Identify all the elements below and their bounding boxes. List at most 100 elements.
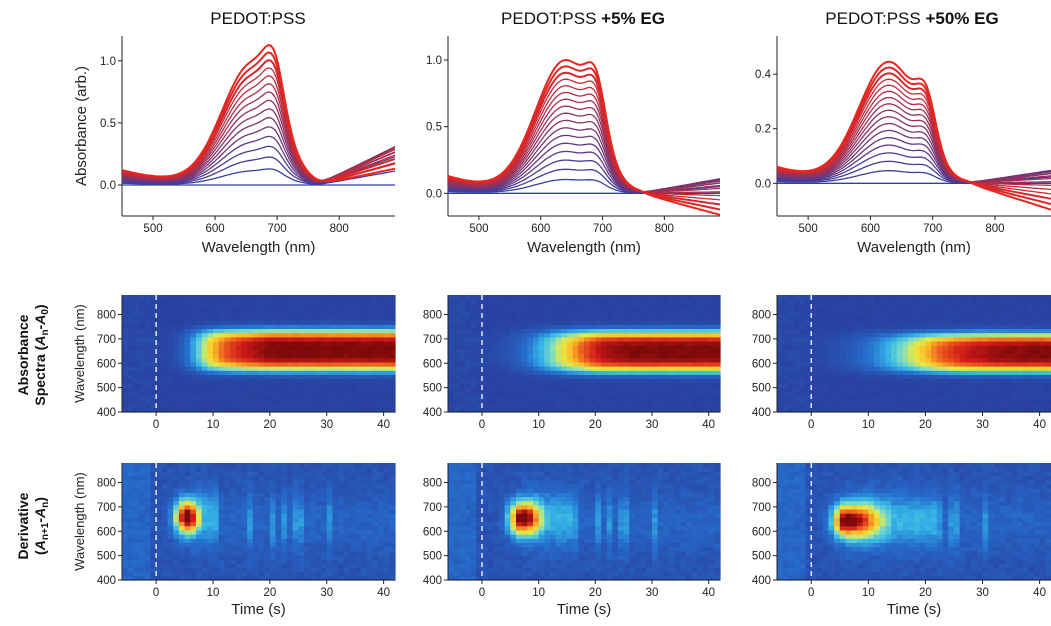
heatmap-cell	[988, 399, 995, 405]
heatmap-cell	[383, 353, 390, 359]
heatmap-cell	[686, 295, 693, 300]
heatmap-cell	[349, 395, 356, 401]
heatmap-cell	[252, 534, 260, 539]
heatmap-cell	[982, 399, 989, 405]
heatmap-cell	[213, 320, 220, 325]
heatmap-cell	[150, 563, 157, 569]
heatmap-cell	[275, 575, 282, 581]
heatmap-cell	[697, 386, 704, 392]
heatmap-cell	[156, 311, 163, 317]
heatmap-cell	[1033, 307, 1041, 313]
heatmap-cell	[343, 407, 351, 413]
heatmap-cell	[686, 324, 693, 330]
heatmap-cell	[190, 500, 197, 506]
heatmap-cell	[247, 374, 254, 380]
heatmap-cell	[703, 299, 710, 304]
heatmap-cell	[816, 349, 824, 355]
heatmap-cell	[839, 395, 847, 401]
heatmap-cell	[618, 349, 625, 355]
heatmap-cell	[1005, 349, 1012, 355]
heatmap-cell	[578, 395, 585, 401]
heatmap-cell	[476, 315, 483, 321]
heatmap-cell	[925, 353, 932, 359]
heatmap-cell	[315, 378, 322, 384]
heatmap-cell	[235, 575, 243, 581]
heatmap-cell	[377, 370, 385, 375]
heatmap-cell	[618, 395, 625, 401]
heatmap-cell	[133, 559, 140, 564]
heatmap-cell	[122, 382, 129, 388]
heatmap-cell	[156, 554, 163, 560]
heatmap-cell	[891, 328, 898, 334]
heatmap-cell	[338, 357, 345, 363]
heatmap-cell	[931, 374, 938, 380]
heatmap-cell	[782, 295, 790, 300]
heatmap-cell	[822, 399, 829, 405]
heatmap-cell	[487, 332, 494, 338]
heatmap-cell	[281, 407, 288, 413]
heatmap-cell	[691, 311, 698, 317]
heatmap-cell	[241, 320, 248, 325]
heatmap-cell	[527, 361, 534, 367]
heatmap-cell	[195, 395, 203, 401]
heatmap-cell	[207, 395, 214, 401]
heatmap-cell	[195, 349, 203, 355]
heatmap-cell	[269, 525, 277, 531]
heatmap-cell	[389, 366, 396, 371]
heatmap-cell	[309, 391, 316, 396]
heatmap-cell	[150, 571, 157, 577]
heatmap-cell	[355, 328, 362, 334]
heatmap-cell	[544, 332, 551, 338]
heatmap-cell	[942, 328, 949, 334]
heatmap-cell	[499, 328, 506, 334]
heatmap-cell	[999, 399, 1006, 405]
heatmap-cell	[218, 382, 225, 388]
heatmap-cell	[150, 366, 157, 371]
heatmap-cell	[680, 345, 687, 350]
heatmap-cell	[499, 361, 506, 367]
heatmap-cell	[389, 391, 396, 396]
heatmap-cell	[156, 299, 163, 304]
heatmap-cell	[150, 525, 157, 531]
heatmap-cell	[828, 307, 835, 313]
heatmap-cell	[572, 299, 579, 304]
heatmap-cell	[195, 534, 203, 539]
heatmap-cell	[156, 500, 163, 506]
heatmap-cell	[680, 324, 687, 330]
heatmap-cell	[550, 340, 557, 346]
heatmap-cell	[708, 345, 715, 350]
heatmap-cell	[1039, 366, 1046, 371]
heatmap-cell	[275, 395, 282, 401]
heatmap-cell	[799, 328, 807, 334]
heatmap-cell	[269, 395, 277, 401]
heatmap-cell	[1022, 303, 1029, 309]
heatmap-cell	[139, 311, 146, 317]
heatmap-cell	[578, 299, 585, 304]
heatmap-cell	[269, 538, 277, 543]
heatmap-cell	[332, 320, 339, 325]
heatmap-cell	[822, 295, 829, 300]
heatmap-cell	[377, 345, 385, 350]
heatmap-cell	[349, 361, 356, 367]
heatmap-cell	[161, 504, 169, 510]
heatmap-cell	[538, 391, 545, 396]
heatmap-cell	[891, 311, 898, 317]
heatmap-cell	[874, 395, 881, 401]
heatmap-cell	[241, 378, 248, 384]
heatmap-cell	[252, 295, 260, 300]
heatmap-cell	[862, 311, 869, 317]
heatmap-cell	[377, 332, 385, 338]
heatmap-cell	[321, 353, 328, 359]
heatmap-cell	[195, 517, 203, 523]
heatmap-cell	[845, 340, 852, 346]
heatmap-cell	[235, 563, 243, 569]
heatmap-cell	[321, 320, 328, 325]
heatmap-cell	[879, 403, 887, 409]
heatmap-cell	[304, 391, 311, 396]
heatmap-cell	[218, 357, 225, 363]
heatmap-cell	[782, 407, 790, 413]
heatmap-cell	[834, 349, 841, 355]
heatmap-cell	[218, 529, 225, 535]
heatmap-cell	[868, 399, 875, 405]
heatmap-cell	[504, 361, 511, 367]
